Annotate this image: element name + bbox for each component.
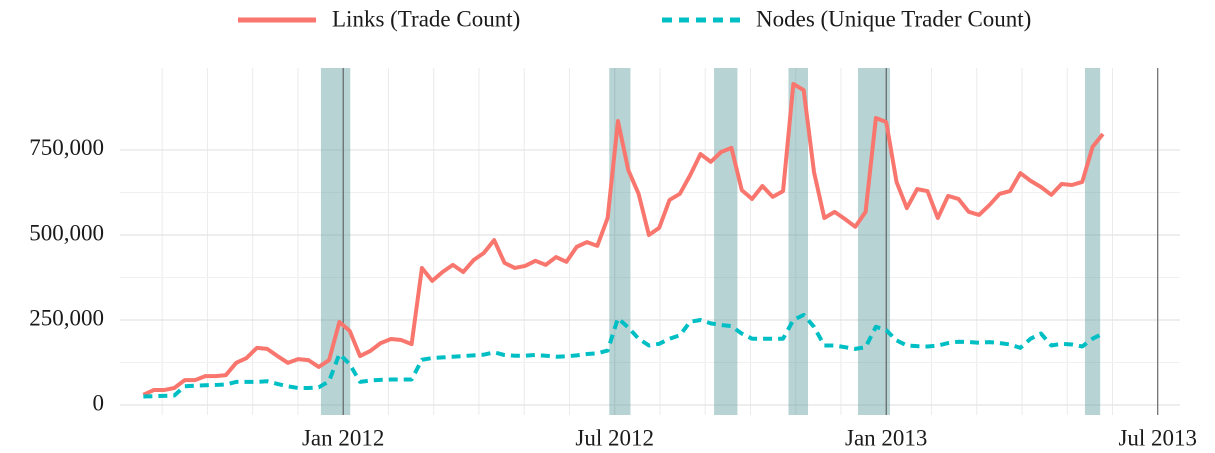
- x-tick-label: Jul 2012: [575, 425, 654, 450]
- shaded-region: [788, 68, 809, 415]
- y-tick-label: 500,000: [29, 220, 104, 245]
- x-tick-label: Jan 2013: [845, 425, 927, 450]
- x-tick-label: Jan 2012: [302, 425, 384, 450]
- legend-label: Links (Trade Count): [332, 6, 520, 31]
- shaded-region: [609, 68, 631, 415]
- y-tick-label: 750,000: [29, 135, 104, 160]
- shaded-region: [1084, 68, 1101, 415]
- series-line: [143, 312, 1104, 399]
- y-tick-label: 0: [93, 390, 105, 415]
- legend-label: Nodes (Unique Trader Count): [756, 6, 1031, 31]
- shaded-region: [714, 68, 738, 415]
- series-line: [142, 81, 1105, 397]
- y-tick-label: 250,000: [29, 305, 104, 330]
- x-tick-label: Jul 2013: [1118, 425, 1197, 450]
